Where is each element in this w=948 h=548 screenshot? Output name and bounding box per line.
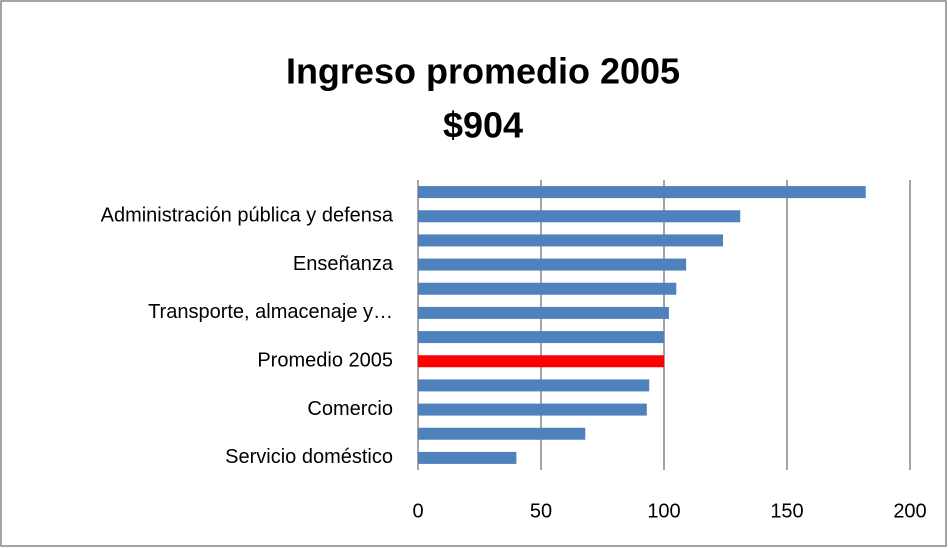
y-tick-label: Administración pública y defensa xyxy=(101,205,394,227)
y-tick-label: Transporte, almacenaje y… xyxy=(148,301,393,323)
y-tick-label: Enseñanza xyxy=(293,253,394,275)
x-tick-label: 100 xyxy=(647,500,680,522)
x-tick-label: 150 xyxy=(770,500,803,522)
y-tick-label: Promedio 2005 xyxy=(257,350,393,372)
y-tick-label: Servicio doméstico xyxy=(225,446,393,468)
bar xyxy=(418,403,647,416)
bar xyxy=(418,451,517,464)
bar xyxy=(418,379,650,392)
bar xyxy=(418,427,586,440)
chart-title: Ingreso promedio 2005 xyxy=(286,51,680,92)
bar xyxy=(418,355,664,368)
bar xyxy=(418,282,677,295)
bar xyxy=(418,210,741,223)
chart-subtitle: $904 xyxy=(443,105,523,146)
x-tick-label: 50 xyxy=(530,500,552,522)
bar xyxy=(418,331,664,344)
x-tick-label: 200 xyxy=(893,500,926,522)
bar xyxy=(418,234,724,247)
bar xyxy=(418,186,866,199)
bar xyxy=(418,306,669,319)
x-tick-label: 0 xyxy=(412,500,423,522)
bar xyxy=(418,258,687,271)
y-tick-label: Comercio xyxy=(307,398,393,420)
